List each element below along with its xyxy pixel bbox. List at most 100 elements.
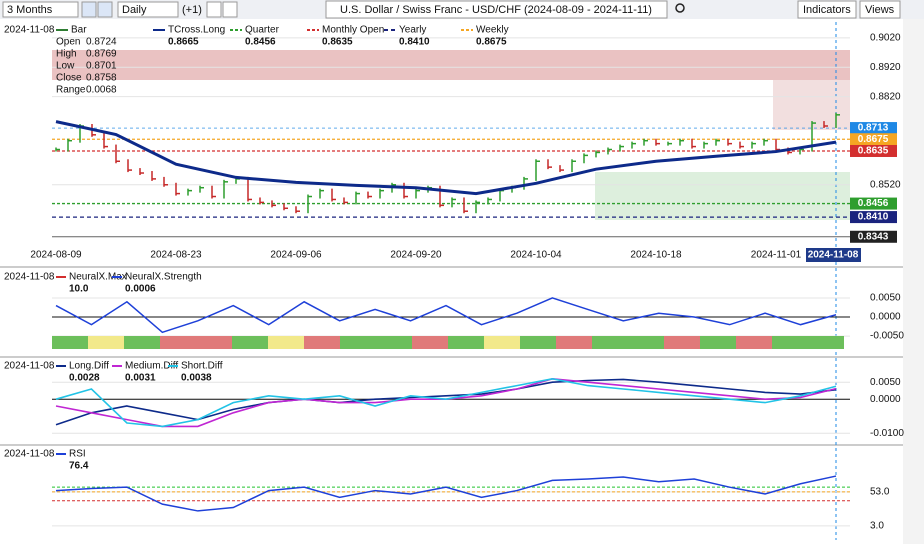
y-tick-label: 0.0000 xyxy=(870,394,901,405)
legend-name: Long.Diff xyxy=(69,361,109,372)
price-bar xyxy=(139,168,144,176)
signal-cell xyxy=(448,336,484,349)
title-box xyxy=(325,0,668,19)
legend-value: 0.8410 xyxy=(399,37,430,48)
legend-name: TCross.Long xyxy=(168,25,225,36)
signal-cell xyxy=(232,336,268,349)
interval-select[interactable] xyxy=(117,1,179,18)
panel-date: 2024-11-08 xyxy=(4,25,55,36)
period-select[interactable] xyxy=(2,1,79,18)
price-tag-label: 0.8410 xyxy=(858,212,889,223)
indicator-line xyxy=(55,377,837,428)
price-bar xyxy=(487,197,492,205)
price-tag-label: 0.8675 xyxy=(858,134,889,145)
price-bar xyxy=(415,188,420,199)
price-bar xyxy=(703,141,708,149)
indicator-line xyxy=(55,378,837,426)
price-bar xyxy=(715,138,720,146)
resistance-zone xyxy=(52,50,850,80)
price-bar xyxy=(379,188,384,199)
add-button[interactable] xyxy=(206,1,222,18)
price-tag-label: 0.8635 xyxy=(858,146,889,157)
price-bar xyxy=(571,159,576,173)
x-tick-label: 2024-09-20 xyxy=(390,250,442,261)
legend-value: 0.8456 xyxy=(245,37,276,48)
price-bar xyxy=(451,197,456,208)
price-bar xyxy=(559,165,564,173)
y-tick-label: 0.0000 xyxy=(870,312,901,323)
price-bar xyxy=(655,138,660,146)
price-tag-label: 0.8456 xyxy=(858,198,889,209)
y-tick-label: 53.0 xyxy=(870,487,890,498)
signal-cell xyxy=(376,336,412,349)
price-bar xyxy=(259,197,264,205)
legend-name: Short.Diff xyxy=(181,361,223,372)
price-bar xyxy=(151,171,156,181)
ohlc-name: Range xyxy=(56,85,86,96)
search-icon[interactable] xyxy=(675,3,685,13)
price-bar xyxy=(751,141,756,149)
legend-name: NeuralX.Strength xyxy=(125,272,202,283)
views-button[interactable] xyxy=(859,0,901,19)
tcross-line xyxy=(55,120,837,196)
y-tick-label: 0.9020 xyxy=(870,33,901,44)
y-tick-label: 0.8920 xyxy=(870,62,901,73)
x-tick-label: 2024-08-23 xyxy=(150,250,202,261)
price-bar xyxy=(595,150,600,158)
signal-cell xyxy=(304,336,340,349)
zoom-out-button[interactable] xyxy=(97,1,113,18)
signal-cell xyxy=(52,336,88,349)
y-tick-label: -0.0100 xyxy=(870,428,904,439)
price-tag xyxy=(850,197,897,210)
y-tick-label: 3.0 xyxy=(870,520,884,531)
legend-name: RSI xyxy=(69,449,86,460)
price-bar xyxy=(343,197,348,205)
price-tag xyxy=(850,133,897,146)
legend-name: Weekly xyxy=(476,25,509,36)
price-bar xyxy=(775,138,780,152)
price-bar xyxy=(835,112,840,129)
indicator-line xyxy=(55,475,837,512)
x-tick-label: 2024-08-09 xyxy=(30,250,82,261)
indicator-line xyxy=(55,297,837,334)
indicators-label: Indicators xyxy=(803,4,851,16)
price-bar xyxy=(367,191,372,199)
price-bar xyxy=(763,138,768,146)
signal-cell xyxy=(160,336,196,349)
price-bar xyxy=(679,138,684,146)
price-bar xyxy=(475,200,480,214)
signal-cell xyxy=(268,336,304,349)
remove-button[interactable] xyxy=(222,1,238,18)
ohlc-value: 0.8758 xyxy=(86,73,117,84)
x-tick-label: 2024-10-04 xyxy=(510,250,562,261)
price-bar xyxy=(55,147,60,152)
price-bar xyxy=(223,179,228,199)
indicators-button[interactable] xyxy=(797,0,857,19)
price-tag xyxy=(850,211,897,224)
legend-value: 76.4 xyxy=(69,461,89,472)
price-tag xyxy=(850,122,897,135)
zoom-in-button[interactable] xyxy=(81,1,97,18)
price-bar xyxy=(331,188,336,202)
legend-value: 0.0038 xyxy=(181,373,212,384)
ohlc-name: High xyxy=(56,49,77,60)
price-bar xyxy=(295,206,300,214)
signal-cell xyxy=(772,336,808,349)
x-tick-label: 2024-09-06 xyxy=(270,250,322,261)
legend-name: Monthly Open xyxy=(322,25,384,36)
legend-name: Bar xyxy=(71,25,87,36)
legend-value: 0.8635 xyxy=(322,37,353,48)
legend-value: 0.0031 xyxy=(125,373,156,384)
price-bar xyxy=(583,153,588,164)
panel-date: 2024-11-08 xyxy=(4,361,55,372)
signal-cell xyxy=(412,336,448,349)
price-bar xyxy=(727,138,732,146)
price-bar xyxy=(199,185,204,193)
current-date: 2024-11-08 xyxy=(808,250,859,261)
legend-value: 0.0006 xyxy=(125,284,156,295)
chart-title: U.S. Dollar / Swiss Franc - USD/CHF (202… xyxy=(340,4,652,16)
x-tick-label: 2024-10-18 xyxy=(630,250,682,261)
price-bar xyxy=(523,176,528,190)
y-tick-label: 0.0050 xyxy=(870,377,901,388)
